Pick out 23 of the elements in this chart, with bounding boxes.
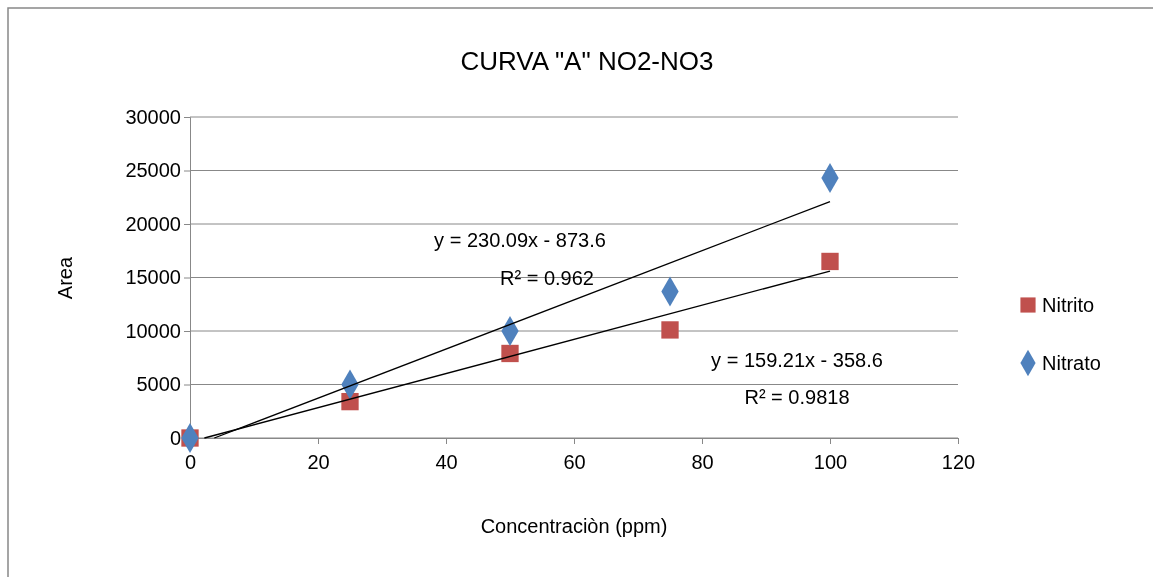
- x-tick-label: 80: [691, 451, 714, 473]
- x-tick-label: 0: [184, 451, 197, 473]
- chart-title: CURVA "A" NO2-NO3: [460, 46, 714, 76]
- y-tick-label: 30000: [125, 105, 181, 128]
- y-tick-label: 5000: [136, 373, 181, 396]
- x-tick-label: 100: [813, 451, 848, 473]
- x-tick-label: 60: [563, 451, 586, 473]
- y-tick-label: 25000: [125, 159, 181, 182]
- legend-label: Nitrato: [1042, 352, 1101, 374]
- x-axis-title: Concentraciòn (ppm): [480, 515, 668, 537]
- annotation: y = 230.09x - 873.6: [434, 229, 606, 251]
- annotation: y = 159.21x - 358.6: [711, 349, 883, 371]
- y-tick-label: 20000: [125, 212, 181, 235]
- y-tick-label: 0: [169, 426, 181, 449]
- x-tick-label: 20: [307, 451, 330, 473]
- y-axis-title: Area: [54, 256, 76, 300]
- y-tick-label: 15000: [125, 266, 181, 289]
- x-tick-label: 120: [941, 451, 976, 473]
- annotation: R² = 0.9818: [744, 386, 850, 408]
- x-tick-label: 40: [435, 451, 458, 473]
- annotation: R² = 0.962: [500, 267, 594, 289]
- y-tick-label: 10000: [125, 319, 181, 342]
- legend-label: Nitrito: [1042, 294, 1095, 316]
